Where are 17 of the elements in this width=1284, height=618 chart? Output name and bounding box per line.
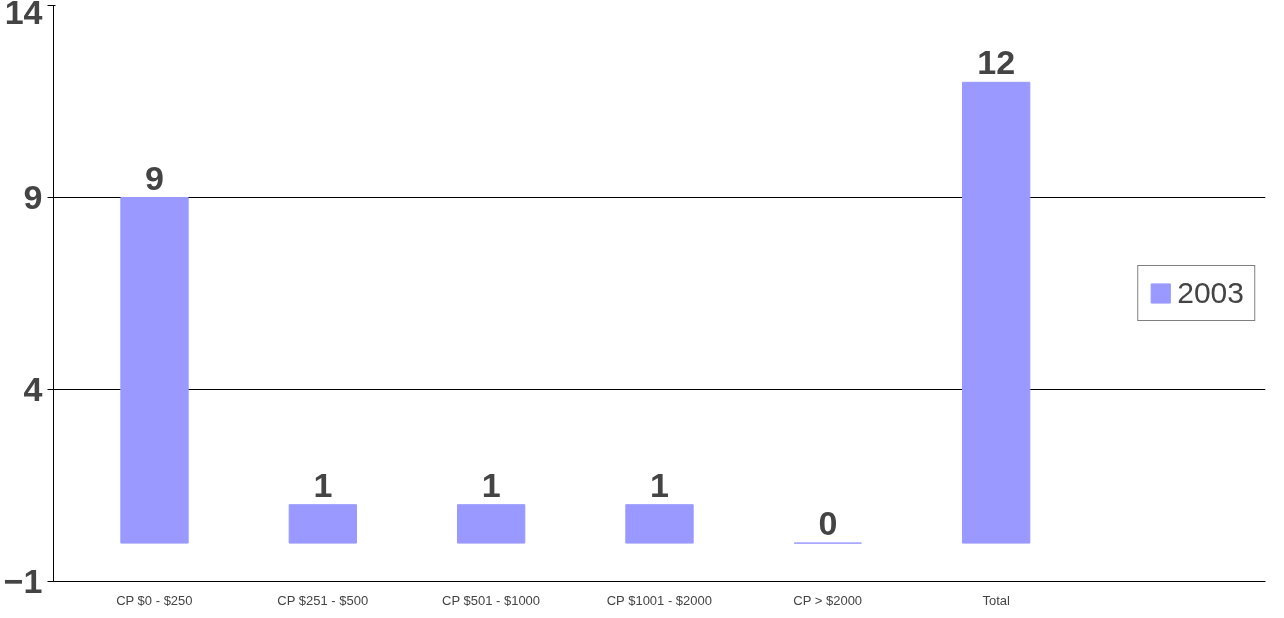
x-tick-label: CP $0 - $250 [116, 592, 193, 608]
y-tick-label: 4 [23, 370, 43, 408]
legend-label: 2003 [1177, 276, 1244, 310]
x-tick-label: CP > $2000 [793, 592, 863, 608]
x-tick-label: CP $1001 - $2000 [606, 592, 713, 608]
x-tick-label: CP $501 - $1000 [442, 592, 541, 608]
y-tick-label: 9 [23, 178, 43, 216]
y-tick-label: 14 [4, 0, 43, 31]
data-label: 1 [313, 465, 333, 504]
x-tick-label: CP $251 - $500 [277, 592, 369, 608]
data-label: 1 [481, 465, 501, 504]
x-tick-label: Total [982, 592, 1011, 608]
y-tick-label: −1 [3, 562, 43, 600]
data-label: 0 [818, 504, 838, 543]
data-label: 9 [145, 158, 164, 197]
data-label: 1 [650, 465, 669, 504]
data-label: 12 [977, 43, 1016, 82]
